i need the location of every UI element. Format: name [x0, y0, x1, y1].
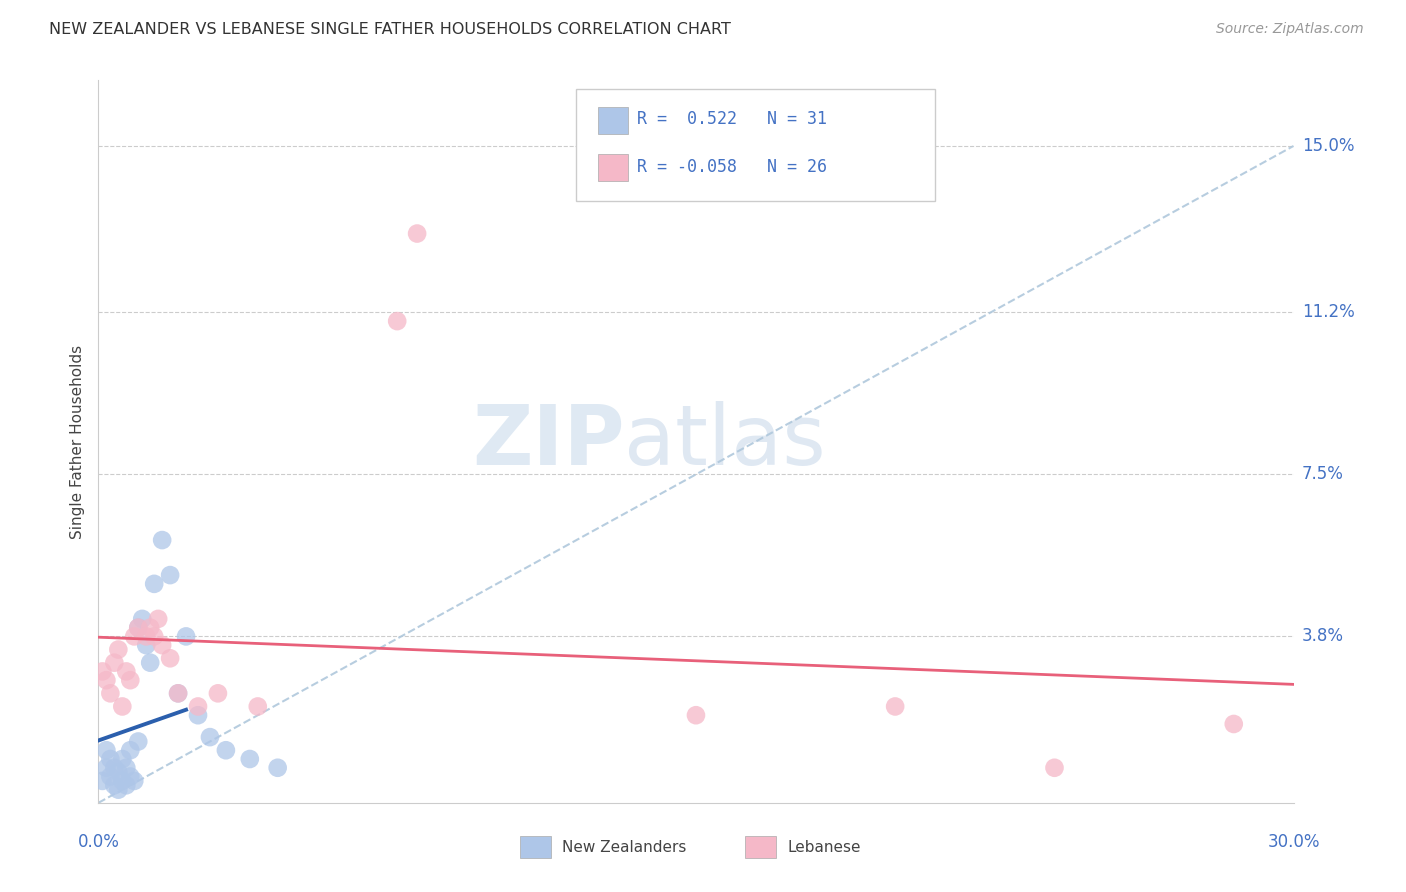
Point [385, 314, 409, 328]
Point [124, 629, 146, 643]
Point [103, 778, 125, 792]
Point [148, 612, 170, 626]
Point [127, 621, 149, 635]
Point [135, 638, 157, 652]
Point [115, 761, 138, 775]
Text: 3.8%: 3.8% [1302, 627, 1344, 646]
Point [406, 227, 429, 241]
Point [107, 642, 129, 657]
Point [91, 773, 114, 788]
Point [96, 673, 118, 688]
Point [107, 782, 129, 797]
Text: Lebanese: Lebanese [787, 840, 860, 855]
Text: R = -0.058   N = 26: R = -0.058 N = 26 [637, 158, 827, 176]
Point [150, 638, 173, 652]
Text: R =  0.522   N = 31: R = 0.522 N = 31 [637, 110, 827, 128]
Point [115, 665, 138, 679]
Text: 15.0%: 15.0% [1302, 137, 1354, 155]
Point [143, 577, 166, 591]
Point [239, 752, 262, 766]
Point [150, 533, 173, 547]
Text: 7.5%: 7.5% [1302, 466, 1344, 483]
Point [159, 651, 181, 665]
Point [111, 699, 134, 714]
Text: 30.0%: 30.0% [1267, 833, 1320, 851]
Point [187, 708, 209, 723]
Point [120, 743, 142, 757]
Point [1043, 761, 1066, 775]
Point [131, 612, 153, 626]
Text: NEW ZEALANDER VS LEBANESE SINGLE FATHER HOUSEHOLDS CORRELATION CHART: NEW ZEALANDER VS LEBANESE SINGLE FATHER … [49, 22, 731, 37]
Y-axis label: Single Father Households: Single Father Households [69, 344, 84, 539]
Text: 11.2%: 11.2% [1302, 303, 1354, 321]
Point [167, 686, 190, 700]
Point [103, 656, 125, 670]
Point [139, 621, 162, 635]
Point [159, 568, 181, 582]
Point [127, 734, 149, 748]
Point [111, 752, 134, 766]
Text: Source: ZipAtlas.com: Source: ZipAtlas.com [1216, 22, 1364, 37]
Point [174, 629, 197, 643]
Text: ZIP: ZIP [472, 401, 624, 482]
Point [98, 770, 122, 784]
Point [91, 665, 114, 679]
Text: 0.0%: 0.0% [77, 833, 120, 851]
Point [207, 686, 229, 700]
Point [246, 699, 269, 714]
Point [127, 621, 149, 635]
Point [103, 761, 125, 775]
Text: atlas: atlas [624, 401, 825, 482]
Point [884, 699, 907, 714]
Point [215, 743, 238, 757]
Point [96, 761, 118, 775]
Point [139, 656, 162, 670]
Text: New Zealanders: New Zealanders [562, 840, 686, 855]
Point [107, 765, 129, 780]
Point [96, 743, 118, 757]
Point [1223, 717, 1246, 731]
Point [111, 773, 134, 788]
Point [98, 686, 122, 700]
Point [187, 699, 209, 714]
Point [135, 629, 157, 643]
Point [267, 761, 290, 775]
Point [198, 730, 221, 744]
Point [98, 752, 122, 766]
Point [143, 629, 166, 643]
Point [120, 770, 142, 784]
Point [685, 708, 707, 723]
Point [120, 673, 142, 688]
Point [167, 686, 190, 700]
Point [115, 778, 138, 792]
Point [124, 773, 146, 788]
